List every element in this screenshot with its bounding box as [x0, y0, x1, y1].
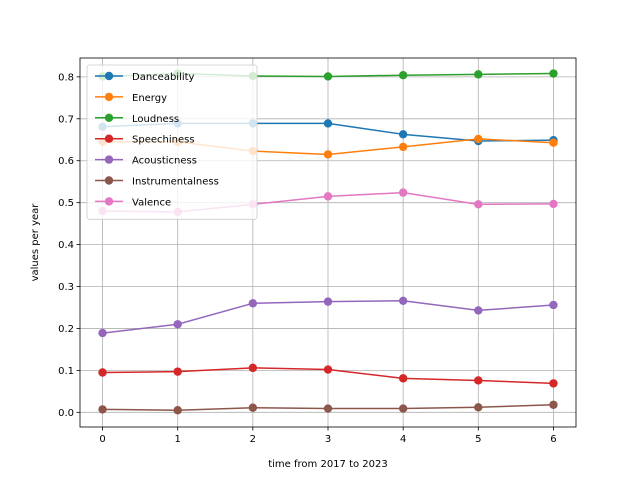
data-point-acousticness — [474, 306, 483, 315]
data-point-acousticness — [173, 320, 182, 329]
data-point-energy — [549, 138, 558, 147]
data-point-instrumentalness — [248, 403, 258, 412]
x-axis-label: time from 2017 to 2023 — [268, 459, 388, 470]
series-acousticness — [98, 296, 558, 338]
y-tick-label: 0.2 — [58, 324, 74, 335]
legend: Danceability Energy Loudness Speechiness Aco… — [86, 64, 258, 220]
data-point-instrumentalness — [173, 406, 182, 415]
series-instrumentalness — [98, 400, 558, 415]
data-point-instrumentalness — [323, 404, 333, 413]
data-point-speechiness — [398, 374, 408, 383]
legend-label: Speechiness — [132, 135, 195, 146]
legend-entry-energy: Energy — [95, 92, 167, 104]
y-axis-label: values per year — [30, 203, 41, 282]
x-tick-label: 6 — [550, 434, 556, 445]
data-point-valence — [398, 188, 408, 197]
y-tick-label: 0.5 — [58, 198, 74, 209]
legend-marker — [104, 113, 114, 123]
legend-marker — [104, 197, 114, 206]
legend-label: Acousticness — [132, 156, 197, 167]
y-tick-label: 0.8 — [58, 72, 74, 83]
legend-marker — [104, 176, 114, 185]
axis-ticks: 0 1 2 3 4 5 6 0.0 0.1 0.2 0.3 0.4 0.5 0.6 0.7 0.8 — [58, 72, 557, 445]
legend-entry-valence: Valence — [95, 197, 171, 208]
data-point-loudness — [474, 70, 483, 79]
data-point-speechiness — [98, 368, 107, 377]
legend-entry-acousticness: Acousticness — [95, 155, 197, 167]
data-point-acousticness — [398, 296, 408, 305]
data-point-valence — [323, 192, 333, 201]
data-point-speechiness — [474, 376, 483, 385]
legend-marker — [104, 92, 114, 102]
data-point-energy — [323, 150, 333, 159]
data-point-loudness — [549, 69, 558, 78]
legend-marker — [104, 155, 114, 164]
legend-label: Loudness — [132, 114, 179, 125]
data-point-acousticness — [98, 328, 107, 338]
legend-entry-danceability: Danceability — [95, 71, 195, 83]
data-point-instrumentalness — [398, 404, 408, 413]
legend-label: Valence — [132, 197, 171, 208]
y-tick-label: 0.4 — [58, 240, 74, 251]
y-tick-label: 0.7 — [58, 114, 74, 125]
y-tick-label: 0.1 — [58, 366, 74, 377]
data-point-valence — [474, 200, 483, 209]
x-tick-label: 0 — [99, 434, 105, 445]
y-tick-label: 0.3 — [58, 282, 74, 293]
legend-label: Instrumentalness — [132, 177, 219, 188]
legend-marker — [104, 134, 114, 143]
x-tick-label: 1 — [175, 434, 181, 445]
data-point-valence — [549, 199, 558, 209]
data-point-speechiness — [549, 379, 558, 388]
data-point-energy — [474, 134, 483, 144]
data-point-acousticness — [549, 300, 558, 310]
legend-entry-instrumentalness: Instrumentalness — [95, 176, 219, 188]
data-point-speechiness — [248, 363, 258, 373]
legend-box — [86, 64, 258, 220]
legend-label: Energy — [132, 93, 167, 104]
data-point-loudness — [398, 70, 408, 80]
data-point-instrumentalness — [549, 400, 558, 409]
data-point-acousticness — [323, 297, 333, 306]
x-tick-label: 5 — [475, 434, 481, 445]
data-point-danceability — [398, 130, 408, 139]
series-speechiness — [98, 363, 558, 388]
x-tick-label: 4 — [400, 434, 406, 445]
x-tick-label: 2 — [250, 434, 256, 445]
data-point-instrumentalness — [98, 405, 107, 414]
data-point-speechiness — [173, 367, 182, 376]
data-point-loudness — [323, 72, 333, 81]
y-tick-label: 0.0 — [58, 408, 74, 419]
y-tick-label: 0.6 — [58, 156, 74, 167]
x-tick-label: 3 — [325, 434, 331, 445]
data-point-energy — [398, 142, 408, 152]
data-point-acousticness — [248, 299, 258, 308]
legend-entry-speechiness: Speechiness — [95, 134, 195, 146]
data-point-speechiness — [323, 365, 333, 374]
legend-entry-loudness: Loudness — [95, 113, 179, 125]
data-point-danceability — [323, 119, 333, 128]
legend-marker — [104, 71, 114, 81]
data-point-instrumentalness — [474, 403, 483, 412]
legend-label: Danceability — [132, 72, 195, 83]
